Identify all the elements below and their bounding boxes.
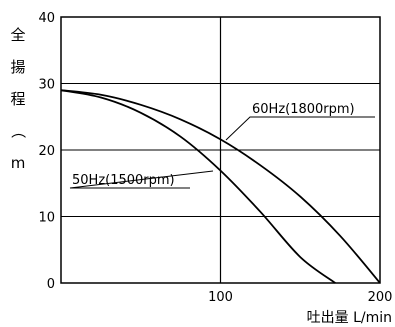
y-tick-label: 30 (38, 78, 55, 93)
annotation-label: 60Hz(1800rpm) (252, 102, 355, 117)
grid-lines (61, 17, 380, 283)
x-tick-label: 100 (208, 290, 233, 305)
y-axis-label: 全揚程（m） (9, 26, 27, 172)
x-axis-label: 吐出量 L/min (307, 310, 392, 326)
annotation-leader (69, 170, 214, 189)
y-axis-label-char: 全 (10, 26, 25, 44)
y-axis-label-char: m (11, 154, 26, 172)
x-tick-labels: 100 200 (208, 290, 392, 305)
x-tick-label: 200 (368, 290, 393, 305)
y-tick-label: 0 (47, 277, 55, 292)
series-lines (60, 89, 381, 284)
annotation-leader (225, 116, 375, 141)
series-50hz-curve (60, 89, 336, 284)
y-axis-label-char: 揚 (10, 58, 25, 76)
y-tick-label: 40 (38, 11, 55, 26)
y-tick-label: 10 (38, 211, 55, 226)
y-axis-label-char: 程 (10, 90, 25, 108)
y-axis-label-char: （ (9, 123, 27, 138)
y-tick-labels: 0 10 20 30 40 (38, 11, 55, 292)
plot-frame (60, 16, 381, 284)
series-annotations: 60Hz(1800rpm)50Hz(1500rpm) (69, 102, 375, 189)
y-tick-label: 20 (38, 144, 55, 159)
series-60hz-curve (60, 89, 381, 284)
